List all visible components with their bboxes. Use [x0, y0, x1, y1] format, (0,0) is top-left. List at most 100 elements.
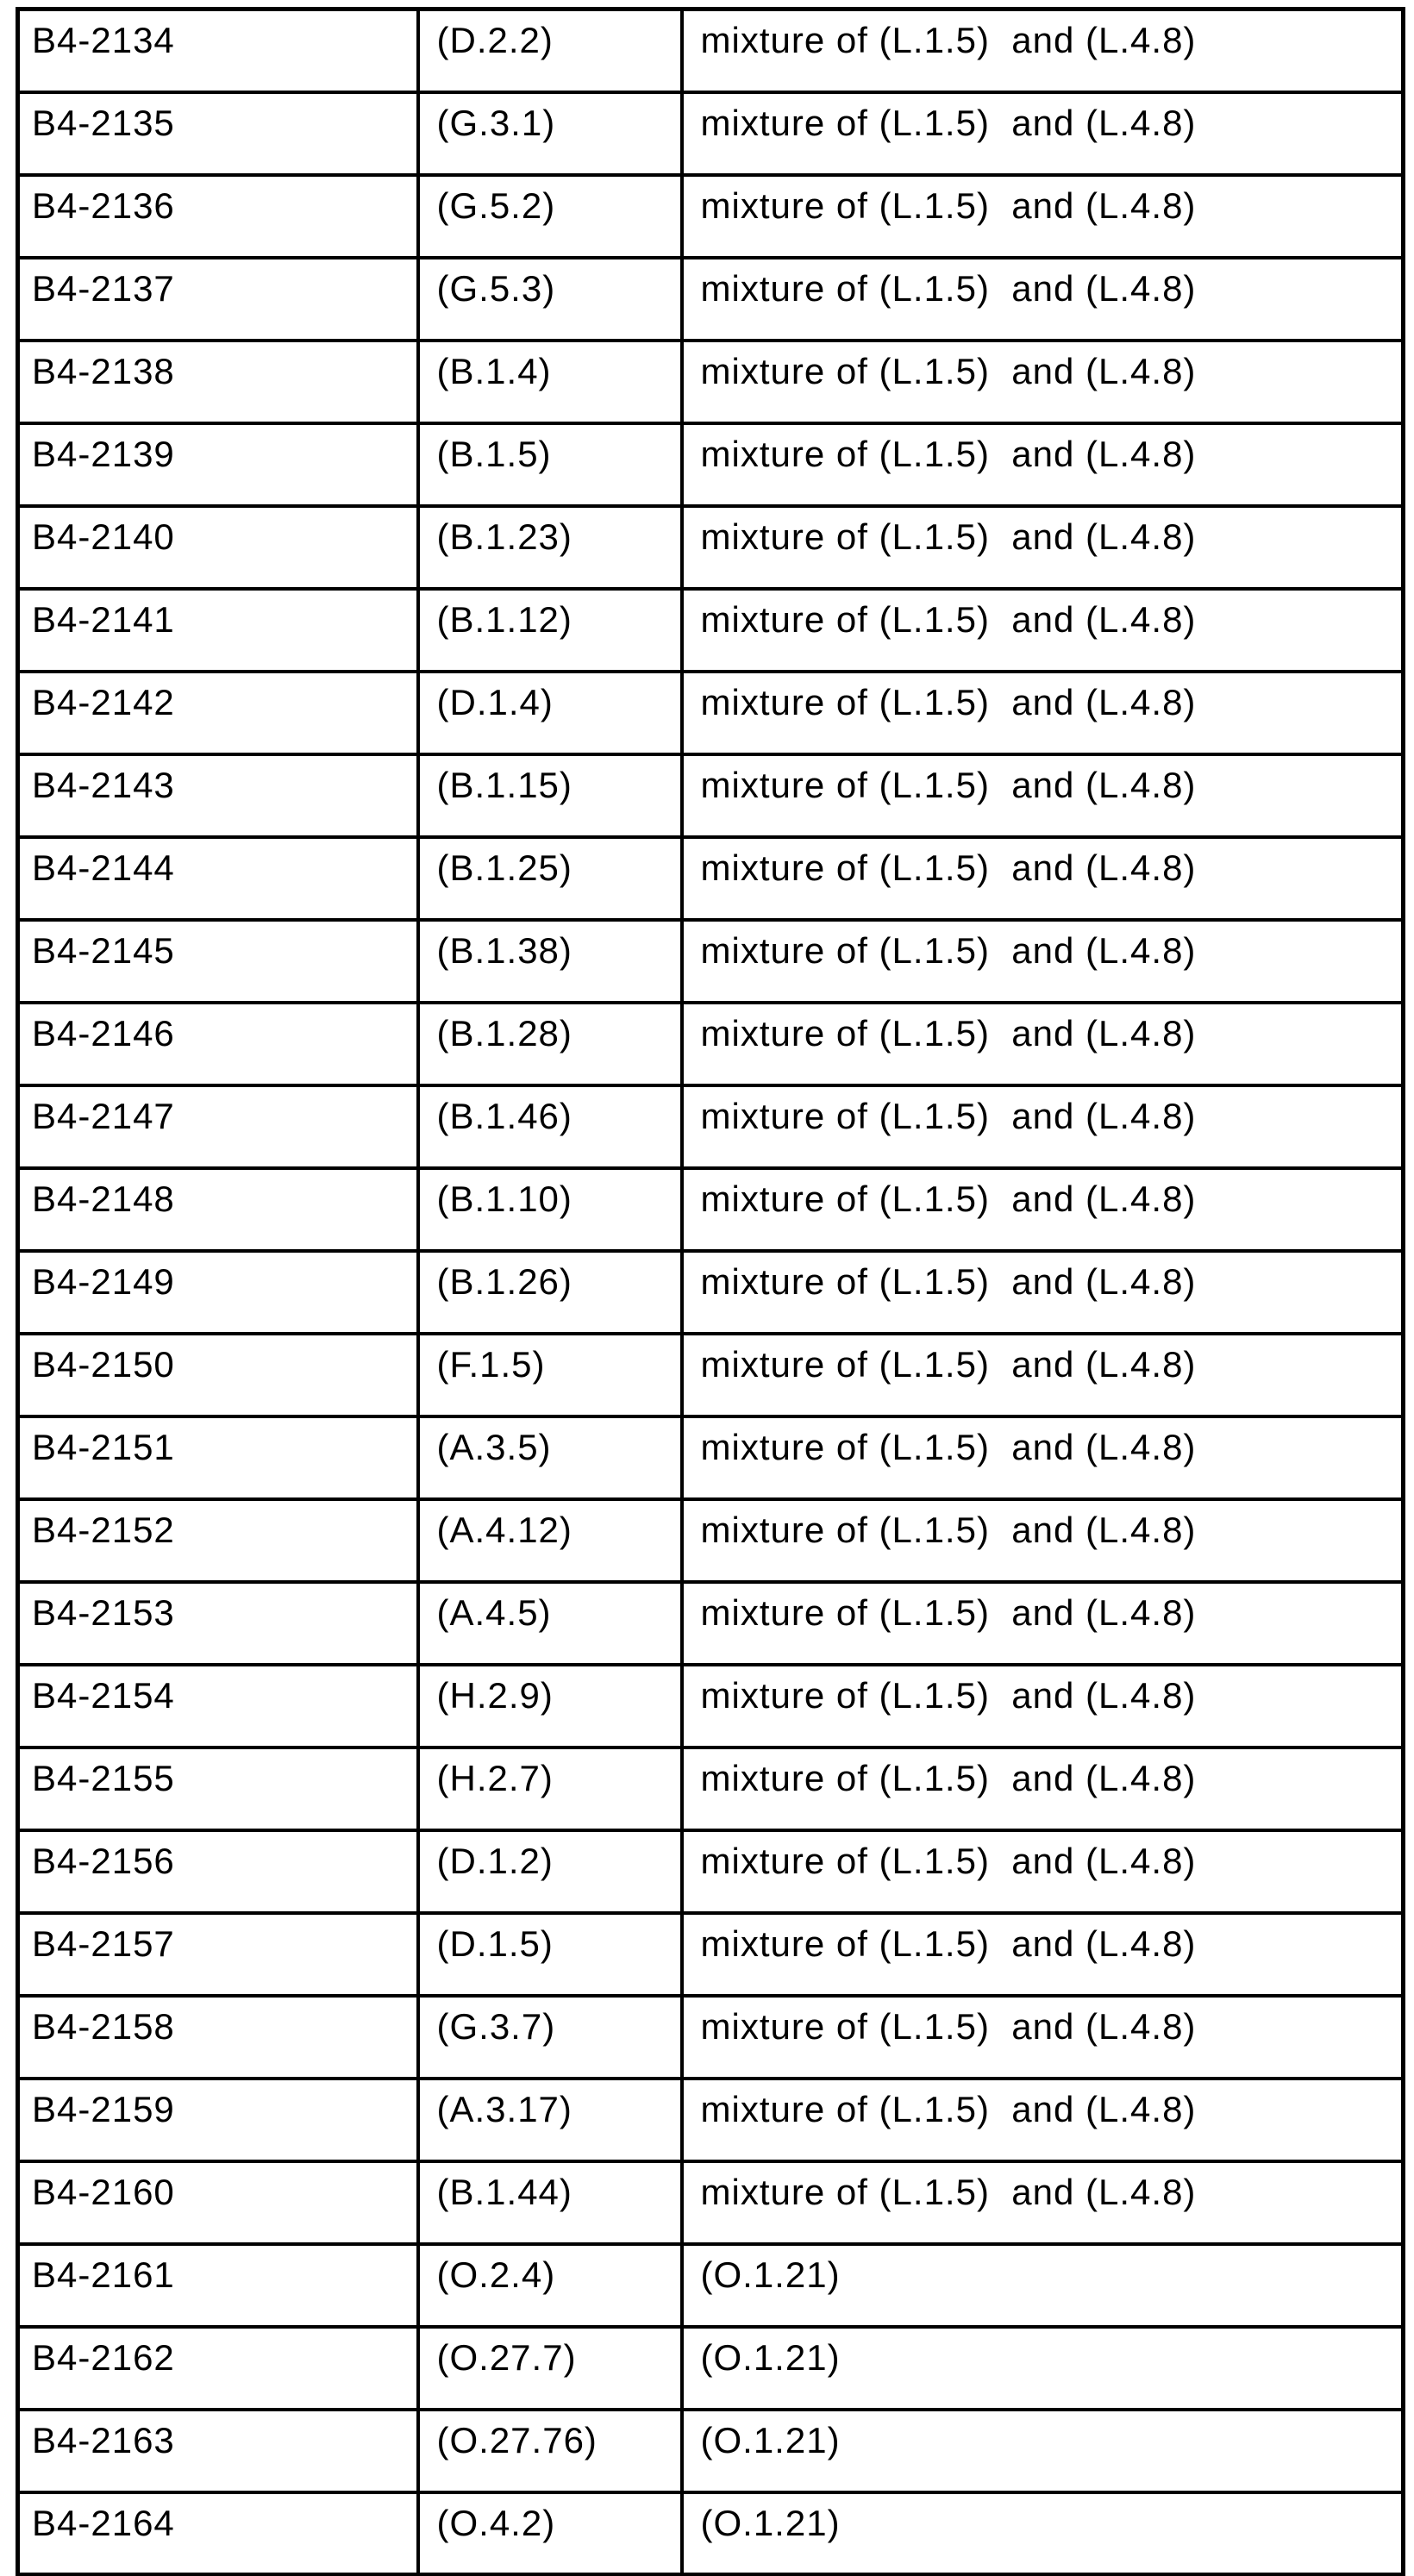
sample-id-cell: B4-2160: [16, 2159, 420, 2246]
sample-id-cell: B4-2148: [16, 1166, 420, 1253]
sample-id-cell: B4-2139: [16, 421, 420, 508]
component-ref-cell: (G.5.2): [416, 172, 684, 259]
component-ref-cell: (A.4.12): [416, 1497, 684, 1584]
component-ref-cell: (O.4.2): [416, 2490, 684, 2576]
sample-id-cell: B4-2138: [16, 338, 420, 425]
table-row: B4-2140 (B.1.23) mixture of (L.1.5) and (L…: [16, 503, 1405, 591]
mixture-desc-cell: mixture of (L.1.5) and (L.4.8): [679, 2076, 1405, 2163]
mixture-desc-cell: mixture of (L.1.5) and (L.4.8): [679, 503, 1405, 591]
mixture-desc-cell: mixture of (L.1.5) and (L.4.8): [679, 835, 1405, 922]
component-ref-cell: (B.1.28): [416, 1000, 684, 1087]
component-ref-cell: (D.1.5): [416, 1910, 684, 1998]
table-row: B4-2148 (B.1.10) mixture of (L.1.5) and (L…: [16, 1166, 1405, 1253]
component-ref-cell: (D.2.2): [416, 7, 684, 94]
component-ref-cell: (H.2.7): [416, 1745, 684, 1832]
component-ref-cell: (A.4.5): [416, 1579, 684, 1666]
table-row: B4-2151 (A.3.5) mixture of (L.1.5) and (L.…: [16, 1414, 1405, 1501]
component-ref-cell: (H.2.9): [416, 1662, 684, 1749]
table-row: B4-2164 (O.4.2) (O.1.21): [16, 2490, 1405, 2576]
mixture-desc-cell: mixture of (L.1.5) and (L.4.8): [679, 1414, 1405, 1501]
mixture-desc-cell: (O.1.21): [679, 2324, 1405, 2411]
mixture-desc-cell: mixture of (L.1.5) and (L.4.8): [679, 1248, 1405, 1335]
mixture-desc-cell: mixture of (L.1.5) and (L.4.8): [679, 1331, 1405, 1418]
sample-id-cell: B4-2144: [16, 835, 420, 922]
table-row: B4-2163 (O.27.76) (O.1.21): [16, 2407, 1405, 2494]
component-ref-cell: (D.1.4): [416, 669, 684, 756]
table-row: B4-2155 (H.2.7) mixture of (L.1.5) and (L.…: [16, 1745, 1405, 1832]
sample-id-cell: B4-2152: [16, 1497, 420, 1584]
table-row: B4-2150 (F.1.5) mixture of (L.1.5) and (L.…: [16, 1331, 1405, 1418]
component-ref-cell: (O.2.4): [416, 2241, 684, 2329]
sample-id-cell: B4-2134: [16, 7, 420, 94]
sample-id-cell: B4-2157: [16, 1910, 420, 1998]
table-row: B4-2158 (G.3.7) mixture of (L.1.5) and (L.…: [16, 1993, 1405, 2080]
component-ref-cell: (B.1.25): [416, 835, 684, 922]
sample-id-cell: B4-2136: [16, 172, 420, 259]
mixture-desc-cell: mixture of (L.1.5) and (L.4.8): [679, 1662, 1405, 1749]
component-ref-cell: (D.1.2): [416, 1828, 684, 1915]
sample-id-cell: B4-2146: [16, 1000, 420, 1087]
table-row: B4-2157 (D.1.5) mixture of (L.1.5) and (L.…: [16, 1910, 1405, 1998]
component-ref-cell: (B.1.23): [416, 503, 684, 591]
table-row: B4-2138 (B.1.4) mixture of (L.1.5) and (L.…: [16, 338, 1405, 425]
table-row: B4-2146 (B.1.28) mixture of (L.1.5) and (L…: [16, 1000, 1405, 1087]
sample-id-cell: B4-2159: [16, 2076, 420, 2163]
sample-id-cell: B4-2153: [16, 1579, 420, 1666]
component-ref-cell: (G.3.1): [416, 90, 684, 177]
mixture-desc-cell: mixture of (L.1.5) and (L.4.8): [679, 421, 1405, 508]
table-row: B4-2149 (B.1.26) mixture of (L.1.5) and (L…: [16, 1248, 1405, 1335]
mixture-desc-cell: mixture of (L.1.5) and (L.4.8): [679, 1993, 1405, 2080]
mixture-desc-cell: mixture of (L.1.5) and (L.4.8): [679, 338, 1405, 425]
component-ref-cell: (B.1.44): [416, 2159, 684, 2246]
table-row: B4-2160 (B.1.44) mixture of (L.1.5) and (L…: [16, 2159, 1405, 2246]
table-row: B4-2153 (A.4.5) mixture of (L.1.5) and (L.…: [16, 1579, 1405, 1666]
sample-id-cell: B4-2150: [16, 1331, 420, 1418]
table-row: B4-2134 (D.2.2) mixture of (L.1.5) and (L.…: [16, 7, 1405, 94]
table-row: B4-2137 (G.5.3) mixture of (L.1.5) and (L.…: [16, 255, 1405, 342]
sample-id-cell: B4-2163: [16, 2407, 420, 2494]
composition-table: B4-2134 (D.2.2) mixture of (L.1.5) and (L.…: [16, 7, 1405, 2576]
mixture-desc-cell: mixture of (L.1.5) and (L.4.8): [679, 172, 1405, 259]
mixture-desc-cell: mixture of (L.1.5) and (L.4.8): [679, 7, 1405, 94]
table-row: B4-2144 (B.1.25) mixture of (L.1.5) and (L…: [16, 835, 1405, 922]
component-ref-cell: (F.1.5): [416, 1331, 684, 1418]
table-row: B4-2147 (B.1.46) mixture of (L.1.5) and (L…: [16, 1083, 1405, 1170]
table-row: B4-2139 (B.1.5) mixture of (L.1.5) and (L.…: [16, 421, 1405, 508]
table-row: B4-2143 (B.1.15) mixture of (L.1.5) and (L…: [16, 752, 1405, 839]
component-ref-cell: (B.1.26): [416, 1248, 684, 1335]
sample-id-cell: B4-2140: [16, 503, 420, 591]
mixture-desc-cell: mixture of (L.1.5) and (L.4.8): [679, 1000, 1405, 1087]
mixture-desc-cell: mixture of (L.1.5) and (L.4.8): [679, 1166, 1405, 1253]
table-row: B4-2145 (B.1.38) mixture of (L.1.5) and (L…: [16, 917, 1405, 1004]
mixture-desc-cell: (O.1.21): [679, 2241, 1405, 2329]
mixture-desc-cell: mixture of (L.1.5) and (L.4.8): [679, 1828, 1405, 1915]
table-row: B4-2162 (O.27.7) (O.1.21): [16, 2324, 1405, 2411]
component-ref-cell: (B.1.10): [416, 1166, 684, 1253]
table-row: B4-2161 (O.2.4) (O.1.21): [16, 2241, 1405, 2329]
table-row: B4-2159 (A.3.17) mixture of (L.1.5) and (L…: [16, 2076, 1405, 2163]
mixture-desc-cell: (O.1.21): [679, 2490, 1405, 2576]
table-body: B4-2134 (D.2.2) mixture of (L.1.5) and (L.…: [16, 7, 1405, 2576]
mixture-desc-cell: mixture of (L.1.5) and (L.4.8): [679, 1497, 1405, 1584]
component-ref-cell: (A.3.17): [416, 2076, 684, 2163]
mixture-desc-cell: mixture of (L.1.5) and (L.4.8): [679, 917, 1405, 1004]
sample-id-cell: B4-2143: [16, 752, 420, 839]
component-ref-cell: (A.3.5): [416, 1414, 684, 1501]
mixture-desc-cell: mixture of (L.1.5) and (L.4.8): [679, 669, 1405, 756]
table-row: B4-2141 (B.1.12) mixture of (L.1.5) and (L…: [16, 586, 1405, 673]
mixture-desc-cell: mixture of (L.1.5) and (L.4.8): [679, 2159, 1405, 2246]
sample-id-cell: B4-2164: [16, 2490, 420, 2576]
sample-id-cell: B4-2147: [16, 1083, 420, 1170]
table-row: B4-2142 (D.1.4) mixture of (L.1.5) and (L.…: [16, 669, 1405, 756]
table-row: B4-2152 (A.4.12) mixture of (L.1.5) and (L…: [16, 1497, 1405, 1584]
component-ref-cell: (O.27.7): [416, 2324, 684, 2411]
sample-id-cell: B4-2158: [16, 1993, 420, 2080]
sample-id-cell: B4-2156: [16, 1828, 420, 1915]
component-ref-cell: (G.3.7): [416, 1993, 684, 2080]
sample-id-cell: B4-2137: [16, 255, 420, 342]
table-row: B4-2154 (H.2.9) mixture of (L.1.5) and (L.…: [16, 1662, 1405, 1749]
component-ref-cell: (B.1.5): [416, 421, 684, 508]
mixture-desc-cell: mixture of (L.1.5) and (L.4.8): [679, 1579, 1405, 1666]
sample-id-cell: B4-2142: [16, 669, 420, 756]
